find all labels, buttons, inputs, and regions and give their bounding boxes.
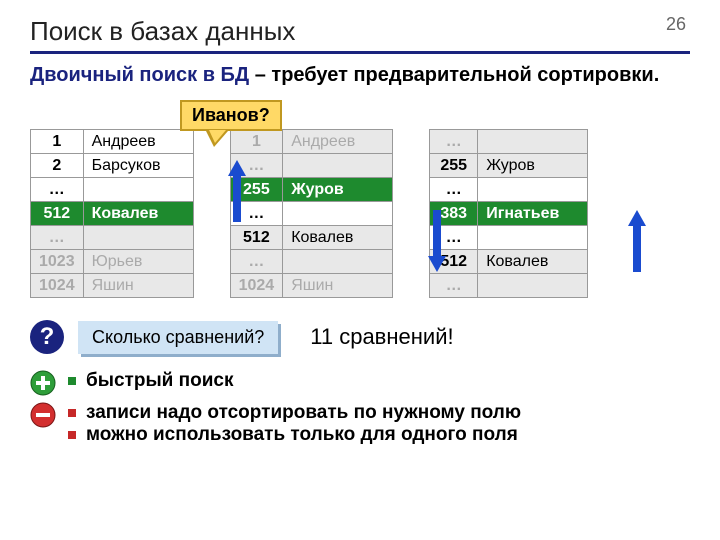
table-row: 512Ковалев [230,226,393,250]
table-row: … [230,154,393,178]
callout: Иванов? [180,100,282,131]
row-name [478,226,588,250]
page-number: 26 [666,14,686,35]
row-name [478,130,588,154]
table-row: … [230,202,393,226]
row-name: Барсуков [83,154,193,178]
table-row: 255Журов [430,154,588,178]
row-index: … [31,178,84,202]
row-name [283,154,393,178]
row-name: Ковалев [478,250,588,274]
table-row: 2Барсуков [31,154,194,178]
subtitle-lead: Двоичный поиск в БД [30,64,249,86]
row-index: 1023 [31,250,84,274]
callout-tail [206,131,228,147]
arrow-up-icon [628,210,646,272]
table-row: 1024Яшин [230,274,393,298]
db-table-1: 1Андреев2Барсуков…512Ковалев…1023Юрьев10… [30,129,194,298]
answer-text: 11 сравнений! [310,324,453,350]
row-index: 255 [430,154,478,178]
row-name [283,250,393,274]
row-index: … [430,274,478,298]
row-index: 512 [31,202,84,226]
pro-row: быстрый поиск [30,370,690,396]
pro-text: быстрый поиск [68,370,233,392]
question-mark-icon: ? [30,320,64,354]
con-row: записи надо отсортировать по нужному пол… [30,402,690,446]
table-row: … [31,178,194,202]
subtitle-rest: требует предварительной сортировки. [271,64,659,86]
row-index: … [230,250,283,274]
row-name [83,178,193,202]
question-box: Сколько сравнений? [78,321,278,354]
row-name [478,178,588,202]
page-title: Поиск в базах данных [30,16,690,47]
row-index: 1024 [31,274,84,298]
row-name [478,274,588,298]
table-row: … [430,130,588,154]
db-table-3: …255Журов…383Игнатьев…512Ковалев… [429,129,588,298]
row-name: Яшин [83,274,193,298]
bullet-icon [68,409,76,417]
con-list: записи надо отсортировать по нужному пол… [68,402,521,446]
row-name [283,202,393,226]
pro-label: быстрый поиск [86,370,233,391]
row-index: … [430,130,478,154]
row-name: Андреев [283,130,393,154]
row-name: Андреев [83,130,193,154]
row-index: … [31,226,84,250]
row-name: Журов [283,178,393,202]
table-row: 1024Яшин [31,274,194,298]
row-name: Ковалев [283,226,393,250]
table-row: 1Андреев [31,130,194,154]
minus-icon [30,402,56,428]
row-index: 1 [31,130,84,154]
row-index: 1024 [230,274,283,298]
bullet-icon [68,431,76,439]
row-index: 2 [31,154,84,178]
db-table-2: 1Андреев…255Журов…512Ковалев…1024Яшин [230,129,394,298]
arrow-up-icon [228,160,246,222]
table-row: 1023Юрьев [31,250,194,274]
table-row: 383Игнатьев [430,202,588,226]
subtitle: Двоичный поиск в БД – требует предварите… [30,64,690,87]
row-name: Игнатьев [478,202,588,226]
bullet-icon [68,377,76,385]
question-row: ? Сколько сравнений? 11 сравнений! [30,320,690,354]
table-row: … [430,226,588,250]
row-name: Яшин [283,274,393,298]
row-name: Журов [478,154,588,178]
row-index: 1 [230,130,283,154]
row-name: Ковалев [83,202,193,226]
tables-row: 1Андреев2Барсуков…512Ковалев…1023Юрьев10… [30,129,690,298]
row-index: 512 [230,226,283,250]
con2-label: можно использовать только для одного пол… [86,424,518,445]
row-name: Юрьев [83,250,193,274]
callout-box: Иванов? [180,100,282,131]
row-index: … [430,178,478,202]
plus-icon [30,370,56,396]
bullets: быстрый поиск записи надо отсортировать … [30,370,690,446]
table-row: 512Ковалев [31,202,194,226]
table-row: 255Журов [230,178,393,202]
table-row: … [230,250,393,274]
table-row: … [430,178,588,202]
table-row: … [31,226,194,250]
subtitle-dash: – [249,64,271,86]
table-row: 1Андреев [230,130,393,154]
callout-text: Иванов? [192,105,270,125]
table-row: 512Ковалев [430,250,588,274]
row-name [83,226,193,250]
arrow-down-icon [428,210,446,272]
title-rule [30,51,690,54]
table-row: … [430,274,588,298]
con1-label: записи надо отсортировать по нужному пол… [86,402,521,423]
